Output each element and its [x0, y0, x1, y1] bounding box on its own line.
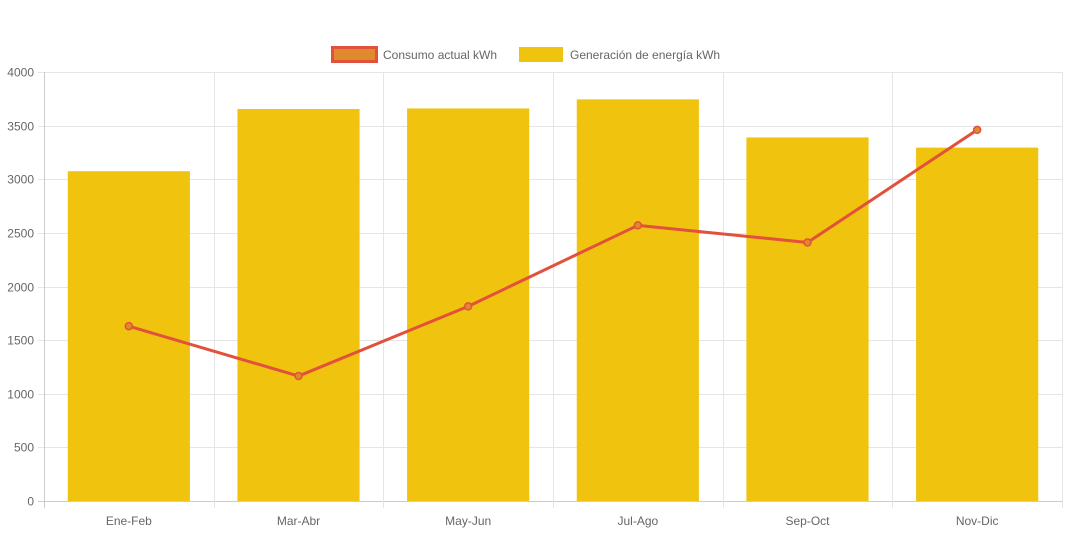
point-consumo[interactable]	[972, 125, 982, 135]
legend-item-generacion[interactable]: Generación de energía kWh	[519, 47, 720, 62]
legend-swatch-generacion	[519, 47, 563, 62]
bar-generacion[interactable]	[916, 147, 1039, 501]
y-tick-label: 0	[27, 495, 34, 509]
y-tick-label: 500	[14, 441, 34, 455]
legend-swatch-consumo	[331, 46, 378, 63]
legend[interactable]: Consumo actual kWh Generación de energía…	[331, 46, 721, 63]
x-tick-label: Sep-Oct	[785, 514, 830, 528]
x-tick-label: Nov-Dic	[956, 514, 999, 528]
y-tick-label: 3000	[7, 173, 34, 187]
bars	[67, 99, 1039, 502]
y-tick-label: 3500	[7, 120, 34, 134]
y-tick-label: 1500	[7, 334, 34, 348]
legend-label-generacion: Generación de energía kWh	[570, 48, 720, 62]
y-tick-label: 1000	[7, 388, 34, 402]
x-tick-label: Mar-Abr	[277, 514, 320, 528]
point-consumo[interactable]	[463, 302, 473, 311]
x-tick-label: Ene-Feb	[106, 514, 152, 528]
point-consumo[interactable]	[803, 238, 812, 247]
point-consumo[interactable]	[294, 371, 303, 381]
y-tick-label: 2500	[7, 227, 34, 241]
bar-generacion[interactable]	[67, 171, 190, 502]
bar-generacion[interactable]	[237, 109, 360, 501]
legend-item-consumo[interactable]: Consumo actual kWh	[331, 46, 498, 63]
line-consumo	[128, 128, 978, 378]
x-tick-label: Jul-Ago	[617, 514, 658, 528]
point-consumo[interactable]	[633, 221, 643, 230]
y-tick-label: 4000	[7, 66, 34, 80]
bar-generacion[interactable]	[746, 137, 869, 502]
y-tick-label: 2000	[7, 281, 34, 295]
point-consumo[interactable]	[124, 321, 134, 331]
legend-label-consumo: Consumo actual kWh	[383, 48, 497, 62]
x-tick-label: May-Jun	[445, 514, 491, 528]
grid	[38, 72, 1063, 508]
line-series	[124, 125, 982, 381]
bar-generacion[interactable]	[576, 99, 699, 501]
axes: 0 500 1000 1500 2000 2500 3000 3500 4000 Ene-Feb M…	[7, 66, 998, 529]
